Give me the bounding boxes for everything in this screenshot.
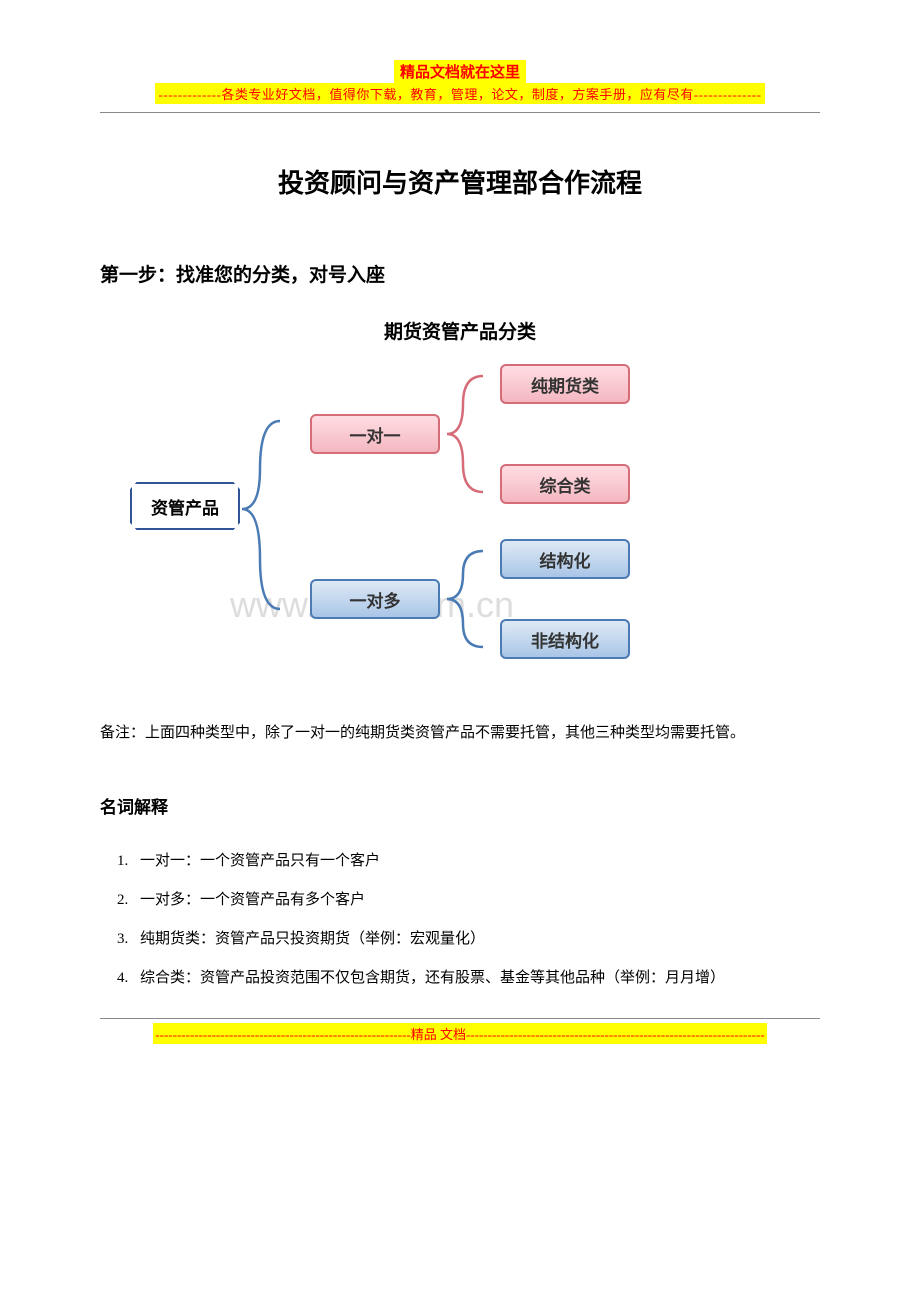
diagram-title: 期货资管产品分类 [100, 317, 820, 344]
node-branch-one-to-many: 一对多 [310, 579, 440, 619]
node-leaf3-label: 结构化 [540, 547, 591, 572]
glossary-item-3: 纯期货类：资管产品只投资期货（举例：宏观量化） [132, 920, 820, 959]
node-leaf-pure-futures: 纯期货类 [500, 364, 630, 404]
bracket-branch2 [445, 549, 505, 649]
node-leaf-structured: 结构化 [500, 539, 630, 579]
node-branch-one-to-one: 一对一 [310, 414, 440, 454]
glossary-list: 一对一：一个资管产品只有一个客户 一对多：一个资管产品有多个客户 纯期货类：资管… [100, 842, 820, 998]
bracket-root [240, 419, 310, 612]
header-divider [100, 112, 820, 113]
node-leaf2-label: 综合类 [540, 472, 591, 497]
node-root-label: 资管产品 [151, 494, 219, 519]
node-leaf1-label: 纯期货类 [531, 372, 599, 397]
glossary-item-1: 一对一：一个资管产品只有一个客户 [132, 842, 820, 881]
header-title: 精品文档就在这里 [394, 60, 526, 83]
document-page: 精品文档就在这里 -------------各类专业好文档，值得你下载，教育，管… [0, 0, 920, 1074]
node-leaf4-label: 非结构化 [531, 627, 599, 652]
glossary-item-4: 综合类：资管产品投资范围不仅包含期货，还有股票、基金等其他品种（举例：月月增） [132, 959, 820, 998]
glossary-heading: 名词解释 [100, 793, 820, 818]
step1-heading: 第一步：找准您的分类，对号入座 [100, 260, 820, 287]
glossary-item-2: 一对多：一个资管产品有多个客户 [132, 881, 820, 920]
header-banner: 精品文档就在这里 -------------各类专业好文档，值得你下载，教育，管… [100, 60, 820, 104]
node-branch1-label: 一对一 [350, 422, 401, 447]
node-leaf-comprehensive: 综合类 [500, 464, 630, 504]
node-root: 资管产品 [130, 482, 240, 530]
bracket-branch1 [445, 374, 505, 494]
node-branch2-label: 一对多 [350, 587, 401, 612]
classification-diagram: www.zixin.com.cn 资管产品 一对一 纯期货类 综合类 一对多 [100, 364, 820, 674]
node-leaf-unstructured: 非结构化 [500, 619, 630, 659]
main-title: 投资顾问与资产管理部合作流程 [100, 163, 820, 200]
footer-text: ----------------------------------------… [153, 1023, 766, 1044]
header-subtitle: -------------各类专业好文档，值得你下载，教育，管理，论文，制度，方… [155, 83, 766, 104]
footer-banner: ----------------------------------------… [100, 1018, 820, 1044]
diagram-note: 备注：上面四种类型中，除了一对一的纯期货类资管产品不需要托管，其他三种类型均需要… [100, 714, 820, 753]
